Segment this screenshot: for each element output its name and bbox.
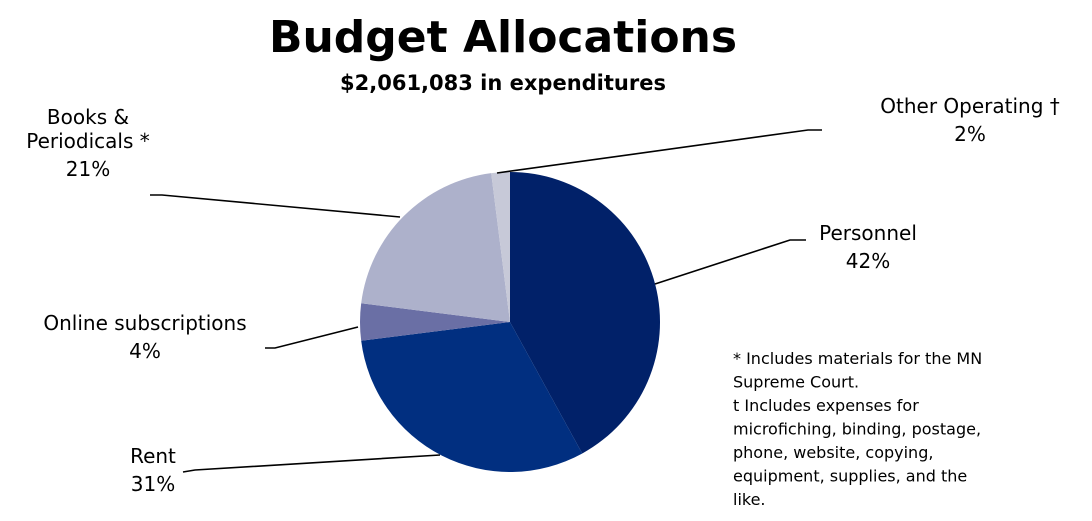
leader-line xyxy=(182,454,441,473)
slice-label-value: 21% xyxy=(66,157,110,181)
leader-line xyxy=(265,326,359,349)
chart-title: Budget Allocations xyxy=(269,12,737,63)
slice-label-value: 42% xyxy=(846,249,890,273)
slice-label: Online subscriptions 4% xyxy=(43,311,246,363)
slice-label-value: 2% xyxy=(954,122,986,146)
slice-label-name: Other Operating † xyxy=(880,94,1060,118)
pie-slice-other-operating xyxy=(491,172,510,322)
pie-slices xyxy=(359,172,661,473)
leader-lines xyxy=(150,129,822,473)
footnote-line: like. xyxy=(733,490,766,509)
slice-label-name: Online subscriptions xyxy=(43,311,246,335)
slice-labels: Personnel 42% Rent 31% Online subscriptions 4… xyxy=(26,94,1060,496)
pie-slice-rent xyxy=(361,322,583,473)
pie-slice-books-periodicals xyxy=(361,173,510,322)
footnotes: * Includes materials for the MN Supreme C… xyxy=(733,349,982,509)
slice-label: Books & Periodicals * 21% xyxy=(26,105,150,181)
footnote-line: microfiching, binding, postage, xyxy=(733,420,981,439)
pie-slice-online-subscriptions xyxy=(359,303,510,341)
footnote-line: equipment, supplies, and the xyxy=(733,467,967,486)
leader-line xyxy=(496,129,822,174)
slice-label-value: 4% xyxy=(129,339,161,363)
leader-line xyxy=(654,239,806,285)
slice-label-name: Rent xyxy=(130,444,176,468)
slice-label-name: Periodicals * xyxy=(26,129,150,153)
chart-subtitle: $2,061,083 in expenditures xyxy=(340,71,666,95)
pie-slice-personnel xyxy=(510,172,661,454)
footnote-line: * Includes materials for the MN xyxy=(733,349,982,368)
leader-line xyxy=(150,194,401,218)
slice-label-value: 31% xyxy=(131,472,175,496)
footnote-line: phone, website, copying, xyxy=(733,443,933,462)
slice-label: Other Operating † 2% xyxy=(880,94,1060,146)
slice-label: Rent 31% xyxy=(130,444,176,496)
slice-label-name: Personnel xyxy=(819,221,917,245)
footnote-line: Supreme Court. xyxy=(733,373,859,392)
footnote-line: t Includes expenses for xyxy=(733,396,919,415)
slice-label: Personnel 42% xyxy=(819,221,917,273)
slice-label-name: Books & xyxy=(47,105,129,129)
